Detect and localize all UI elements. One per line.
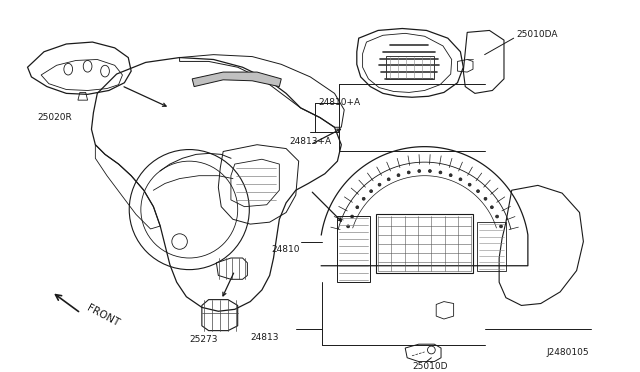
Circle shape xyxy=(407,171,410,174)
Circle shape xyxy=(495,215,499,218)
Circle shape xyxy=(378,183,381,186)
Text: 25010DA: 25010DA xyxy=(516,31,558,39)
Circle shape xyxy=(500,225,502,228)
Text: J2480105: J2480105 xyxy=(547,348,589,357)
Circle shape xyxy=(468,183,471,186)
Text: FRONT: FRONT xyxy=(84,304,120,329)
Circle shape xyxy=(490,206,493,209)
Polygon shape xyxy=(192,72,281,87)
Text: 24810: 24810 xyxy=(271,246,300,254)
Text: 24810+A: 24810+A xyxy=(318,98,360,107)
Circle shape xyxy=(449,174,452,177)
Circle shape xyxy=(484,197,487,200)
Circle shape xyxy=(347,225,349,228)
Circle shape xyxy=(459,178,462,181)
Circle shape xyxy=(418,170,420,173)
Circle shape xyxy=(428,170,431,173)
Text: 24813+A: 24813+A xyxy=(289,137,331,146)
Circle shape xyxy=(387,178,390,181)
Text: 25020R: 25020R xyxy=(37,113,72,122)
Text: 25010D: 25010D xyxy=(412,362,447,371)
Circle shape xyxy=(439,171,442,174)
Circle shape xyxy=(356,206,359,209)
Circle shape xyxy=(397,174,400,177)
Circle shape xyxy=(477,190,479,193)
Circle shape xyxy=(362,197,365,200)
Circle shape xyxy=(351,215,353,218)
Text: 25273: 25273 xyxy=(189,336,218,344)
Circle shape xyxy=(370,190,372,193)
Text: 24813: 24813 xyxy=(250,333,279,341)
